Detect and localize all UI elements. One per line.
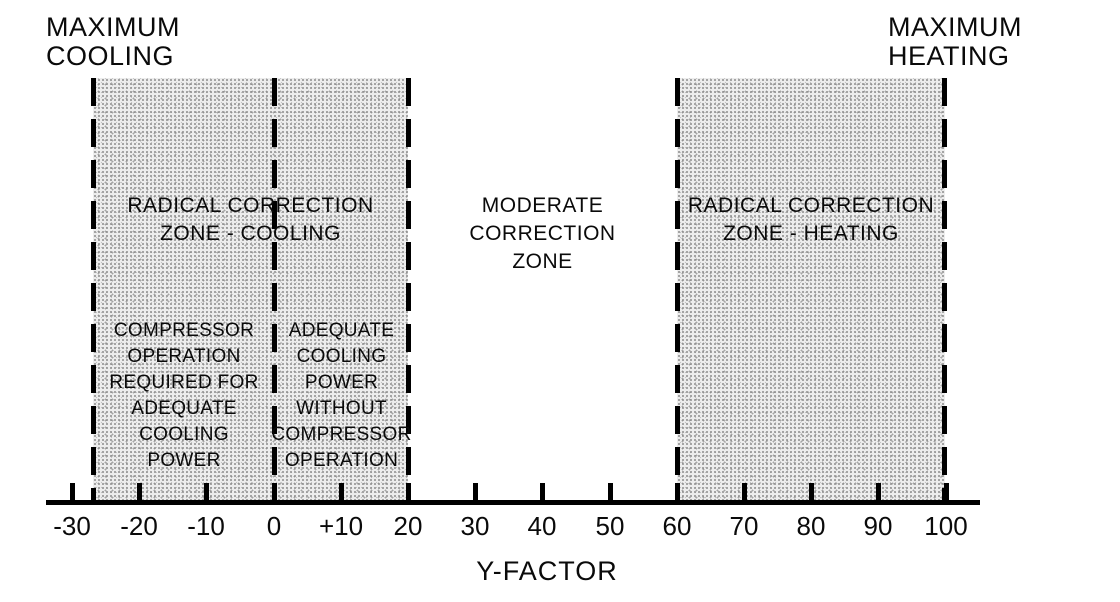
- adequate-cooling-line: COOLING: [296, 346, 387, 367]
- cooling-zone-label-line1: RADICAL CORRECTION: [127, 194, 374, 217]
- adequate-cooling-line: COMPRESSOR: [271, 424, 412, 445]
- axis-tick-label: 50: [595, 511, 625, 541]
- cooling-zone-label: RADICAL CORRECTION ZONE - COOLING: [93, 192, 408, 248]
- axis-tick-mark: [742, 483, 747, 500]
- heating-zone-shading: [677, 78, 945, 500]
- max-heating-line1: MAXIMUM: [888, 12, 1022, 42]
- axis-tick-mark: [540, 483, 545, 500]
- max-heating-line2: HEATING: [888, 41, 1010, 71]
- axis-tick-label: 20: [393, 511, 423, 541]
- heating-zone-label: RADICAL CORRECTION ZONE - HEATING: [677, 192, 945, 248]
- adequate-cooling-text: ADEQUATE COOLING POWER WITHOUT COMPRESSO…: [271, 318, 411, 474]
- axis-tick-mark: [675, 483, 680, 500]
- cooling-zone-label-line2: ZONE - COOLING: [160, 222, 341, 245]
- max-cooling-line1: MAXIMUM: [46, 12, 180, 42]
- moderate-zone-label-line3: ZONE: [512, 250, 573, 273]
- heating-zone-right-border-dashed-line: [942, 78, 947, 500]
- axis-tick-label: 30: [460, 511, 490, 541]
- axis-tick-label: 70: [729, 511, 759, 541]
- axis-tick-mark: [473, 483, 478, 500]
- axis-tick-mark: [406, 483, 411, 500]
- adequate-cooling-line: WITHOUT: [296, 398, 387, 419]
- axis-tick-mark: [137, 483, 142, 500]
- moderate-zone-label-line2: CORRECTION: [469, 222, 616, 245]
- axis-tick-label: 40: [527, 511, 557, 541]
- axis-tick-mark: [204, 483, 209, 500]
- compressor-required-line: POWER: [147, 450, 221, 471]
- heating-zone-label-line2: ZONE - HEATING: [723, 222, 899, 245]
- axis-tick-mark: [944, 483, 949, 500]
- cooling-zone-left-border-dashed-line: [91, 78, 96, 500]
- axis-tick-label: +10: [318, 511, 364, 541]
- axis-tick-label: -30: [53, 511, 91, 541]
- compressor-required-text: COMPRESSOR OPERATION REQUIRED FOR ADEQUA…: [93, 318, 275, 474]
- cooling-zone-shading: [93, 78, 408, 500]
- adequate-cooling-line: OPERATION: [284, 450, 399, 471]
- axis-tick-label: 100: [924, 511, 968, 541]
- axis-tick-mark: [70, 483, 75, 500]
- max-heating-label: MAXIMUM HEATING: [888, 13, 1022, 71]
- adequate-cooling-line: ADEQUATE: [288, 320, 395, 341]
- axis-title: Y-FACTOR: [476, 556, 618, 586]
- axis-tick-mark: [272, 483, 277, 500]
- moderate-zone-label-line1: MODERATE: [481, 194, 604, 217]
- moderate-zone-label: MODERATE CORRECTION ZONE: [408, 192, 677, 276]
- max-cooling-line2: COOLING: [46, 41, 175, 71]
- axis-tick-mark: [339, 483, 344, 500]
- x-axis-line: [46, 500, 980, 505]
- compressor-required-line: COMPRESSOR: [113, 320, 255, 341]
- axis-tick-label: 80: [796, 511, 826, 541]
- heating-zone-label-line1: RADICAL CORRECTION: [687, 194, 935, 217]
- compressor-required-line: COOLING: [139, 424, 229, 445]
- compressor-required-line: REQUIRED FOR: [109, 372, 259, 393]
- axis-tick-label: -20: [120, 511, 158, 541]
- axis-tick-mark: [876, 483, 881, 500]
- cooling-zone-right-border-dashed-line: [406, 78, 411, 500]
- max-cooling-label: MAXIMUM COOLING: [46, 13, 180, 71]
- axis-tick-mark: [809, 483, 814, 500]
- compressor-required-line: OPERATION: [127, 346, 241, 367]
- heating-zone-left-border-dashed-line: [675, 78, 680, 500]
- compressor-required-line: ADEQUATE: [131, 398, 237, 419]
- axis-tick-label: 90: [863, 511, 893, 541]
- axis-tick-label: 0: [266, 511, 282, 541]
- axis-tick-label: -10: [187, 511, 225, 541]
- axis-tick-mark: [608, 483, 613, 500]
- adequate-cooling-line: POWER: [304, 372, 379, 393]
- cooling-zone-middle-border-dashed-line: [272, 78, 277, 500]
- axis-tick-label: 60: [662, 511, 692, 541]
